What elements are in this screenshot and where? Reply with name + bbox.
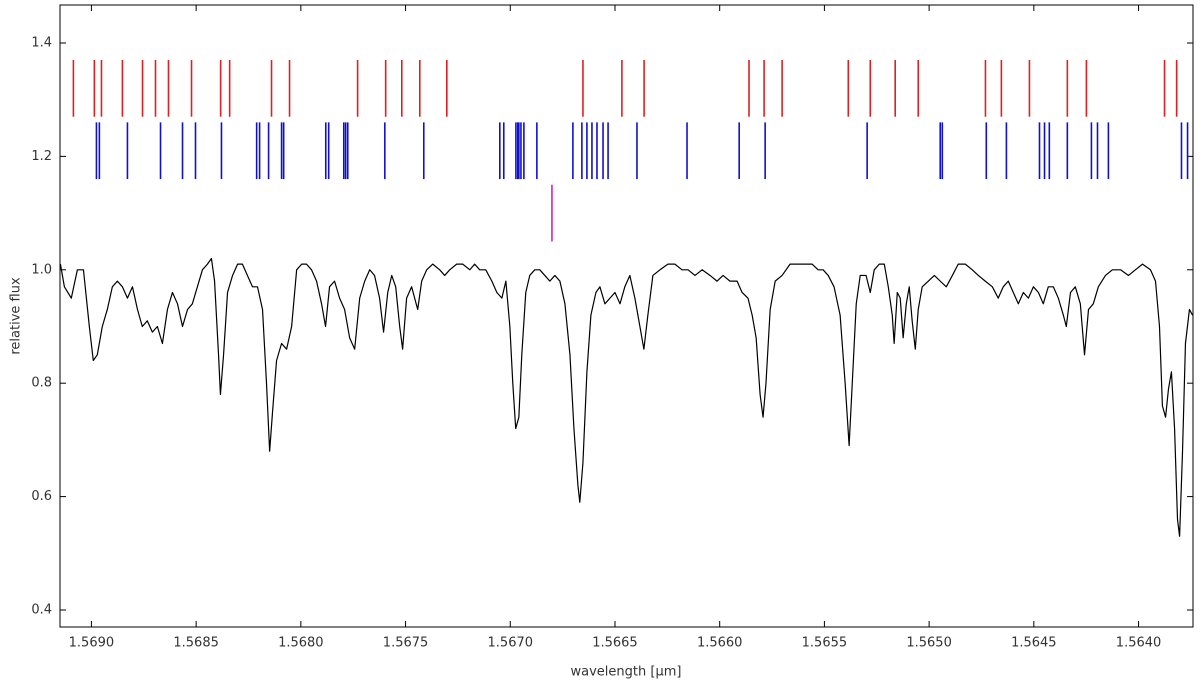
x-tick-label: 1.5640 [1116, 636, 1162, 651]
y-tick-label: 0.6 [31, 489, 52, 504]
x-tick-label: 1.5655 [802, 636, 848, 651]
x-tick-label: 1.5675 [383, 636, 429, 651]
x-tick-label: 1.5685 [173, 636, 219, 651]
y-axis-label: relative flux [9, 277, 24, 355]
x-axis-label: wavelength [μm] [571, 665, 682, 680]
x-tick-label: 1.5645 [1011, 636, 1057, 651]
y-tick-label: 1.4 [31, 35, 52, 50]
x-tick-label: 1.5690 [69, 636, 115, 651]
x-tick-label: 1.5660 [697, 636, 743, 651]
plot-frame [59, 4, 1194, 628]
y-tick-label: 0.8 [31, 376, 52, 391]
x-tick-label: 1.5665 [592, 636, 638, 651]
y-tick-label: 1.2 [31, 149, 52, 164]
x-tick-label: 1.5680 [278, 636, 324, 651]
x-tick-label: 1.5650 [906, 636, 952, 651]
spectrum-line [59, 257, 1194, 537]
y-tick-label: 0.4 [31, 602, 52, 617]
x-tick-label: 1.5670 [488, 636, 534, 651]
y-tick-label: 1.0 [31, 262, 52, 277]
